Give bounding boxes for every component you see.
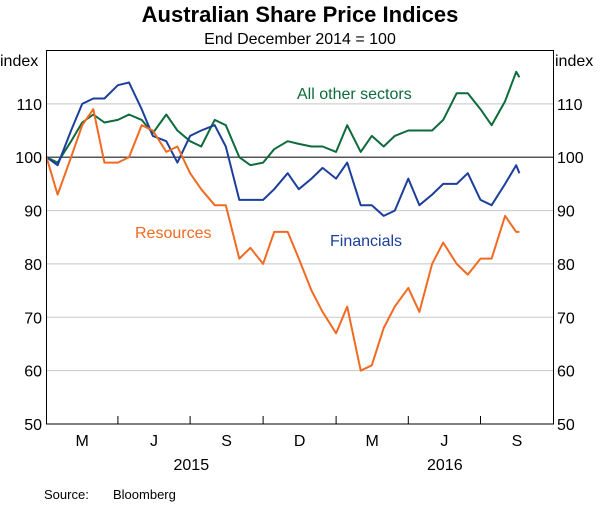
y-tick-label-right: 110 xyxy=(557,97,583,114)
y-tick-label-left: 80 xyxy=(24,257,42,274)
y-tick-label-left: 100 xyxy=(15,150,42,167)
chart-subtitle: End December 2014 = 100 xyxy=(204,31,396,48)
y-tick-label-right: 50 xyxy=(557,417,575,434)
series-line-all-other-sectors xyxy=(46,70,521,167)
series-lines xyxy=(45,70,521,372)
y-tick-label-right: 60 xyxy=(557,364,575,381)
series-label-resources: Resources xyxy=(135,225,211,242)
x-tick-label: J xyxy=(440,433,448,450)
y-tick-label-right: 90 xyxy=(557,204,575,221)
x-tick-label: S xyxy=(512,433,523,450)
y-tick-label-left: 90 xyxy=(24,204,42,221)
source-label: Source: xyxy=(44,487,89,502)
y-tick-label-left: 60 xyxy=(24,364,42,381)
y-tick-label-right: 100 xyxy=(557,150,584,167)
series-line-financials xyxy=(45,81,521,217)
series-label-financials: Financials xyxy=(330,233,402,250)
y-tick-label-left: 50 xyxy=(24,417,42,434)
plot-border xyxy=(46,50,554,425)
y-tick-label-left: 70 xyxy=(24,310,42,327)
x-year-label: 2016 xyxy=(427,457,463,474)
x-tick-label: S xyxy=(221,433,232,450)
x-tick-label: D xyxy=(294,433,306,450)
source-value: Bloomberg xyxy=(113,487,176,502)
y-tick-label-right: 70 xyxy=(557,310,575,327)
y-axis-label-right: index xyxy=(555,53,593,70)
y-tick-label-left: 110 xyxy=(16,97,42,114)
x-tick-label: M xyxy=(366,433,379,450)
x-ticks: M J S D M J S 2015 2016 xyxy=(76,416,554,474)
x-tick-label: J xyxy=(150,433,158,450)
y-ticks: 50 50 60 60 70 70 80 80 90 90 100 100 110 110 xyxy=(15,97,584,434)
y-axis-label-left: index xyxy=(0,53,38,70)
x-tick-label: M xyxy=(76,433,89,450)
chart-title: Australian Share Price Indices xyxy=(142,2,459,27)
y-tick-label-right: 80 xyxy=(557,257,575,274)
series-label-all-other-sectors: All other sectors xyxy=(297,86,412,103)
series-line-resources xyxy=(45,108,520,372)
x-year-label: 2015 xyxy=(174,457,210,474)
